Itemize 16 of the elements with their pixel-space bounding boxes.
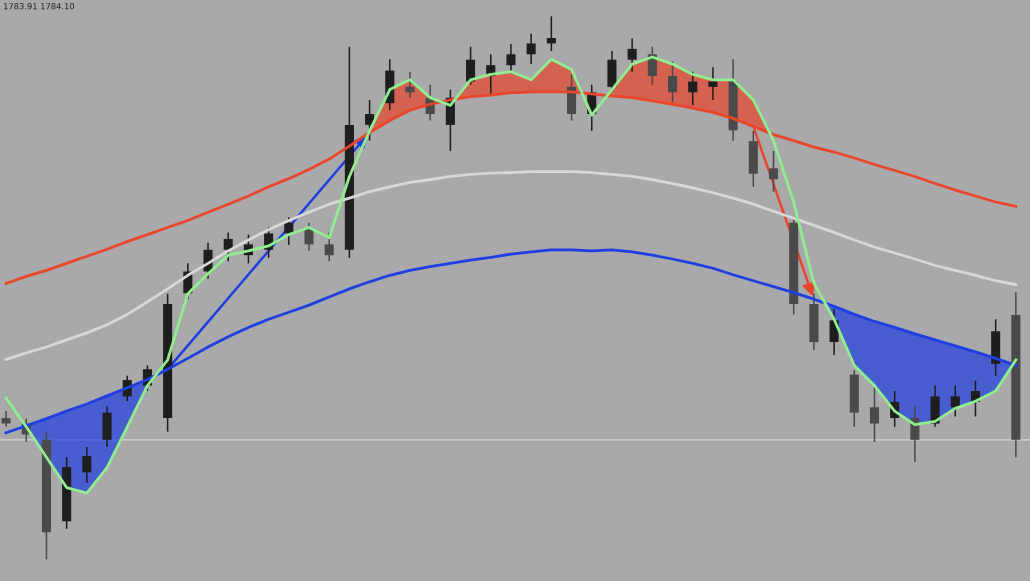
- candlestick: [950, 384, 960, 418]
- candlestick: [627, 37, 637, 73]
- candlestick: [506, 43, 516, 73]
- candlestick: [223, 231, 233, 262]
- candlestick: [546, 15, 556, 52]
- candlestick: [82, 446, 92, 484]
- candlestick: [365, 99, 375, 142]
- text: 1783.91 1784.10: [4, 3, 75, 10]
- candlestick: [324, 231, 334, 262]
- candlestick: [526, 32, 536, 65]
- candlestick: [304, 221, 314, 252]
- candlestick: [768, 150, 779, 193]
- candlestick: [708, 66, 718, 101]
- candlestick: [688, 70, 698, 107]
- candlestick: [405, 70, 415, 99]
- candlestick: [667, 60, 678, 103]
